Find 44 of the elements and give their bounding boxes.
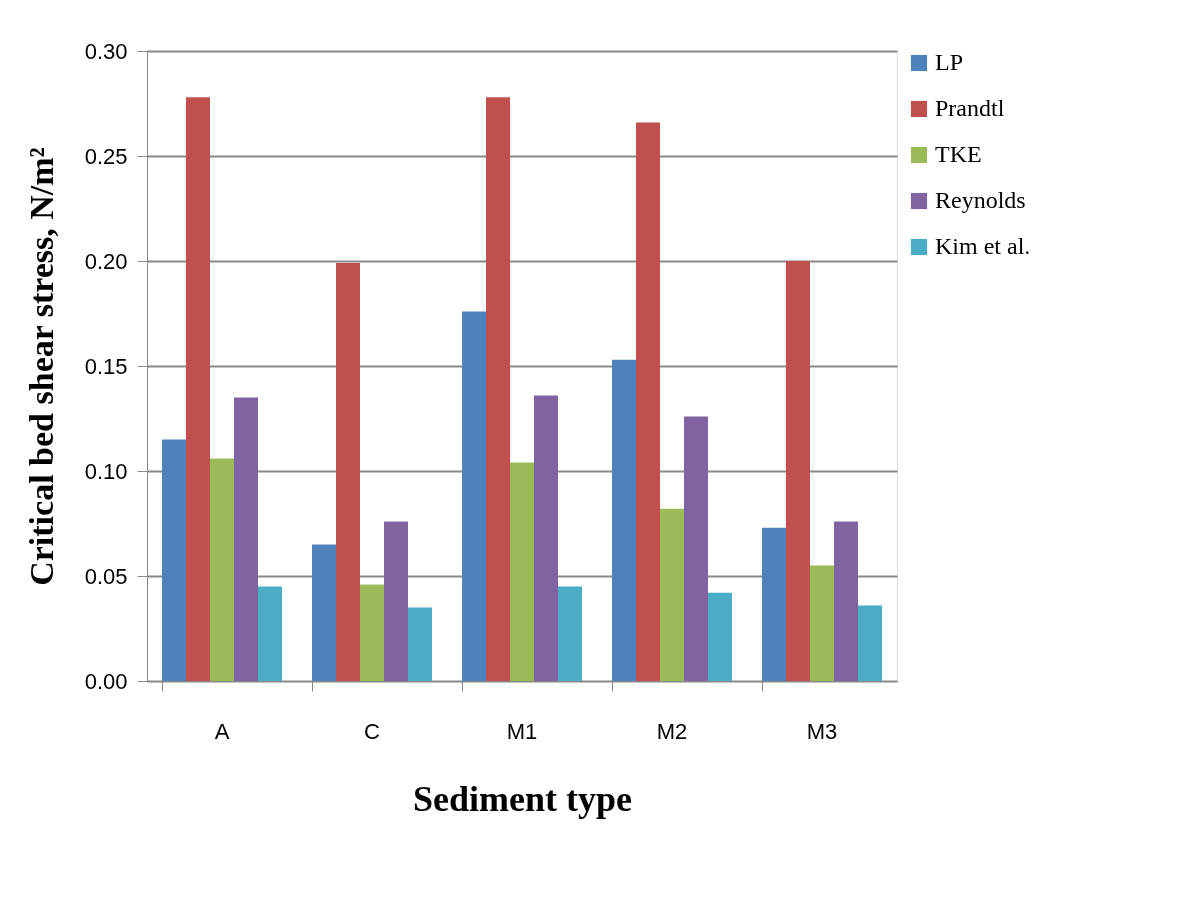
x-tick-label: M1 — [506, 718, 538, 744]
bar — [834, 521, 858, 681]
bar — [462, 311, 486, 681]
legend-label: Prandtl — [935, 95, 1005, 121]
bar — [660, 508, 684, 681]
bar — [408, 607, 432, 681]
y-tick-label: 0.25 — [84, 143, 128, 169]
y-tick-label: 0.15 — [84, 353, 128, 379]
bar — [186, 97, 210, 681]
y-tick-label: 0.00 — [84, 668, 128, 694]
bar — [312, 544, 336, 681]
bar — [384, 521, 408, 681]
bar — [684, 416, 708, 681]
y-axis-title: Critical bed shear stress, N/m² — [22, 147, 60, 586]
bar — [510, 462, 534, 681]
x-axis-title: Sediment type — [413, 778, 633, 819]
bar — [258, 586, 282, 681]
y-tick-label: 0.10 — [84, 458, 128, 484]
legend-label: LP — [935, 49, 964, 75]
bar — [210, 458, 234, 681]
bar — [786, 261, 810, 681]
x-tick-label: C — [364, 718, 381, 744]
legend-label: Kim et al. — [935, 233, 1031, 259]
bar — [162, 439, 186, 681]
bar — [360, 584, 384, 681]
bar — [336, 263, 360, 681]
bar — [708, 592, 732, 681]
x-tick-label: A — [214, 718, 230, 744]
bar — [558, 586, 582, 681]
legend-label: Reynolds — [935, 187, 1026, 213]
bar — [762, 527, 786, 681]
bar — [858, 605, 882, 681]
bar — [534, 395, 558, 681]
x-tick-label: M2 — [656, 718, 688, 744]
y-tick-label: 0.05 — [84, 563, 128, 589]
bar — [810, 565, 834, 681]
bar — [612, 359, 636, 681]
bar — [636, 122, 660, 681]
y-tick-label: 0.20 — [84, 248, 128, 274]
bar — [234, 397, 258, 681]
y-tick-label: 0.30 — [84, 38, 128, 64]
bar — [486, 97, 510, 681]
legend-label: TKE — [935, 141, 982, 167]
x-tick-label: M3 — [806, 718, 838, 744]
